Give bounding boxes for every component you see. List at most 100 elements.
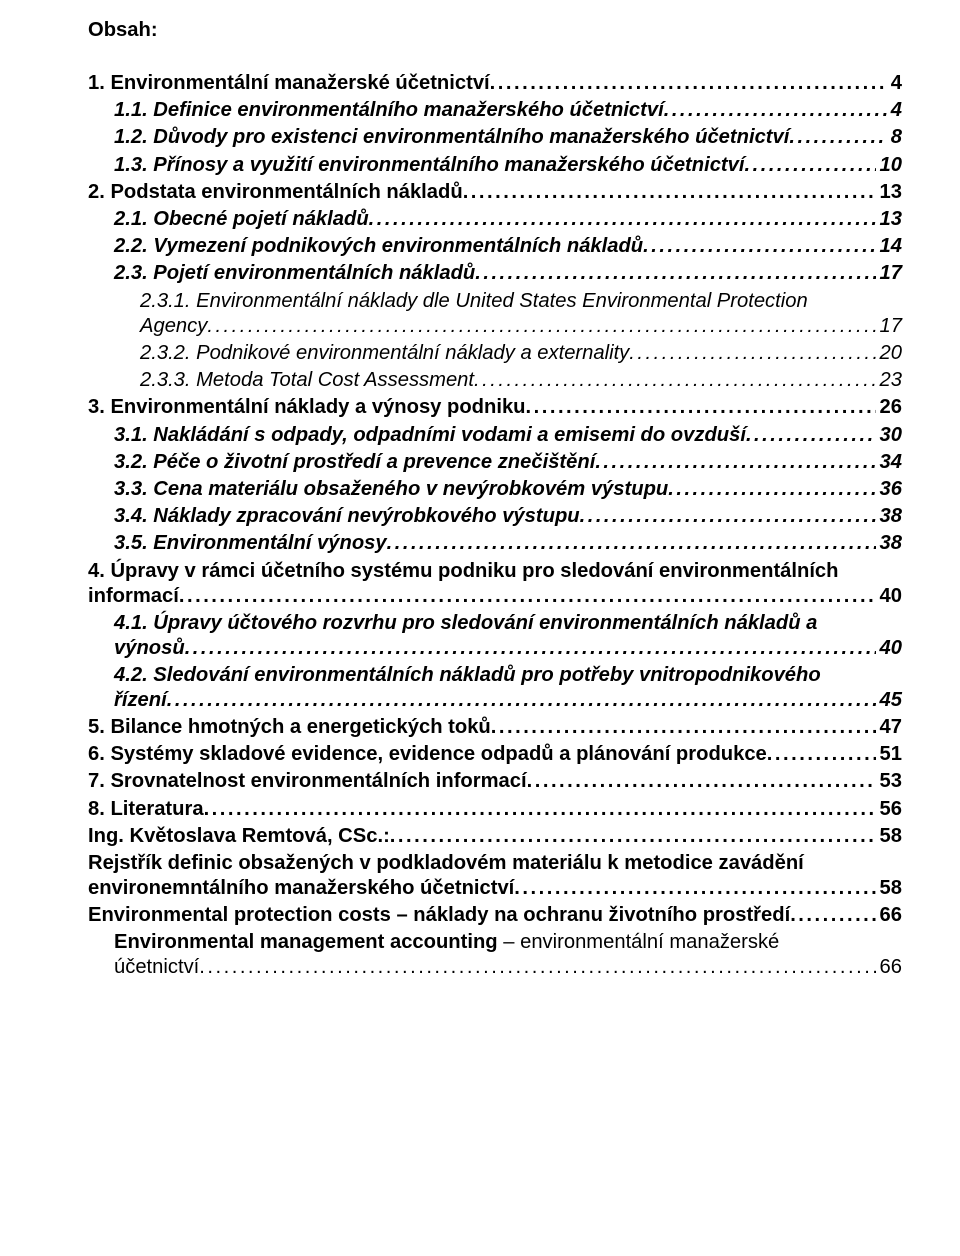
toc-entry: 7. Srovnatelnost environmentálních infor…: [88, 769, 902, 794]
toc-entry-page: 20: [876, 341, 902, 366]
toc-entry-label: 4.1. Úpravy účtového rozvrhu pro sledová…: [114, 612, 817, 634]
toc-entry-page: 26: [876, 395, 902, 420]
toc-entry-page: 53: [876, 769, 902, 794]
toc-entry-label: 3.1. Nakládání s odpady, odpadními vodam…: [114, 423, 746, 448]
toc-dot-leader: [745, 153, 876, 178]
toc-dot-leader: [514, 876, 875, 901]
toc-entry-label: 8. Literatura: [88, 797, 204, 822]
toc-dot-leader: [474, 368, 876, 393]
toc-entry-label: 3.3. Cena materiálu obsaženého v nevýrob…: [114, 477, 668, 502]
toc-entry-label-fragment: Environmental management accounting: [114, 931, 498, 953]
toc-entry-label: Agency: [140, 314, 207, 339]
toc-entry-page: 36: [876, 477, 902, 502]
toc-dot-leader: [185, 636, 876, 661]
toc-entry-line: Agency 17: [140, 314, 902, 339]
toc-entry-page: 23: [876, 368, 902, 393]
toc-dot-leader: [199, 955, 875, 980]
toc-entry-page: 56: [876, 797, 902, 822]
toc-entry: 2.3.1. Environmentální náklady dle Unite…: [88, 289, 902, 339]
toc-entry-label: 2.3.2. Podnikové environmentální náklady…: [140, 341, 629, 366]
toc-dot-leader: [526, 395, 876, 420]
toc-dot-leader: [629, 341, 875, 366]
toc-entry-page: 66: [876, 955, 902, 980]
toc-dot-leader: [491, 715, 876, 740]
toc-entry-page: 40: [876, 636, 902, 661]
toc-entry-label: 6. Systémy skladové evidence, evidence o…: [88, 742, 767, 767]
toc-dot-leader: [490, 71, 887, 96]
toc-entry: 3. Environmentální náklady a výnosy podn…: [88, 395, 902, 420]
toc-dot-leader: [527, 769, 876, 794]
toc-entry-page: 47: [876, 715, 902, 740]
toc-entry: 3.1. Nakládání s odpady, odpadními vodam…: [88, 423, 902, 448]
toc-entry: 2.2. Vymezení podnikových environmentáln…: [88, 234, 902, 259]
toc-entry: 3.2. Péče o životní prostředí a prevence…: [88, 450, 902, 475]
toc-dot-leader: [789, 125, 886, 150]
toc-entry-label: 7. Srovnatelnost environmentálních infor…: [88, 769, 527, 794]
toc-entry-page: 38: [876, 504, 902, 529]
toc-entry: Environmental protection costs – náklady…: [88, 903, 902, 928]
toc-entry-page: 10: [876, 153, 902, 178]
toc-entry-line: informací 40: [88, 584, 902, 609]
toc-entry-label: 2.3.3. Metoda Total Cost Assessment: [140, 368, 474, 393]
toc-entry-page: 38: [876, 531, 902, 556]
toc-entry-label: 3.4. Náklady zpracování nevýrobkového vý…: [114, 504, 580, 529]
toc-entry: 2. Podstata environmentálních nákladů 13: [88, 180, 902, 205]
toc-entry: Rejstřík definic obsažených v podkladové…: [88, 851, 902, 901]
toc-entry-label: 3. Environmentální náklady a výnosy podn…: [88, 395, 526, 420]
toc-entry: 1. Environmentální manažerské účetnictví…: [88, 71, 902, 96]
toc-entry-page: 45: [876, 688, 902, 713]
toc-entry-page: 4: [887, 98, 902, 123]
toc-entry-line: řízení 45: [114, 688, 902, 713]
toc-entry-page: 30: [876, 423, 902, 448]
toc-entry-label: 1.1. Definice environmentálního manažers…: [114, 98, 664, 123]
toc-entry-line: účetnictví 66: [114, 955, 902, 980]
toc-entry: 4.2. Sledování environmentálních nákladů…: [88, 663, 902, 713]
toc-entry-label: 1. Environmentální manažerské účetnictví: [88, 71, 490, 96]
toc-entry-line: výnosů 40: [114, 636, 902, 661]
toc-entry-line: 2.3.1. Environmentální náklady dle Unite…: [140, 289, 902, 314]
toc-entry-page: 13: [876, 207, 902, 232]
toc-entry: 3.5. Environmentální výnosy 38: [88, 531, 902, 556]
toc-entry-page: 14: [876, 234, 902, 259]
toc-entry-label: výnosů: [114, 636, 185, 661]
toc-dot-leader: [463, 180, 876, 205]
toc-heading: Obsah:: [88, 18, 902, 43]
toc-entry-label: 5. Bilance hmotných a energetických toků: [88, 715, 491, 740]
toc-entry: 4.1. Úpravy účtového rozvrhu pro sledová…: [88, 611, 902, 661]
toc-entry-line: 4. Úpravy v rámci účetního systému podni…: [88, 559, 902, 584]
toc-entry: 1.2. Důvody pro existenci environmentáln…: [88, 125, 902, 150]
toc-dot-leader: [664, 98, 887, 123]
toc-dot-leader: [390, 824, 876, 849]
toc-entry: 2.1. Obecné pojetí nákladů 13: [88, 207, 902, 232]
toc-dot-leader: [790, 903, 875, 928]
toc-entry-line: Environmental management accounting – en…: [114, 930, 902, 955]
toc-dot-leader: [595, 450, 875, 475]
toc-entry: Ing. Květoslava Remtová, CSc.: 58: [88, 824, 902, 849]
toc-dot-leader: [767, 742, 876, 767]
toc-entry: 1.3. Přínosy a využití environmentálního…: [88, 153, 902, 178]
toc-entry-page: 40: [876, 584, 902, 609]
toc-entry-page: 58: [876, 876, 902, 901]
toc-dot-leader: [475, 261, 875, 286]
toc-dot-leader: [167, 688, 876, 713]
toc-entry: Environmental management accounting – en…: [88, 930, 902, 980]
toc-dot-leader: [580, 504, 876, 529]
toc-entry: 2.3.3. Metoda Total Cost Assessment 23: [88, 368, 902, 393]
toc-entry-page: 17: [876, 314, 902, 339]
toc: 1. Environmentální manažerské účetnictví…: [88, 71, 902, 980]
toc-dot-leader: [204, 797, 876, 822]
toc-entry-label: 1.3. Přínosy a využití environmentálního…: [114, 153, 745, 178]
toc-entry-label: environemntálního manažerského účetnictv…: [88, 876, 514, 901]
toc-entry: 3.3. Cena materiálu obsaženého v nevýrob…: [88, 477, 902, 502]
toc-entry-label: 3.2. Péče o životní prostředí a prevence…: [114, 450, 595, 475]
toc-entry: 2.3.2. Podnikové environmentální náklady…: [88, 341, 902, 366]
toc-entry-page: 8: [887, 125, 902, 150]
toc-entry-label: informací: [88, 584, 179, 609]
toc-entry-label: řízení: [114, 688, 167, 713]
toc-entry-label: 2.3.1. Environmentální náklady dle Unite…: [140, 290, 808, 312]
toc-entry: 6. Systémy skladové evidence, evidence o…: [88, 742, 902, 767]
toc-entry-line: environemntálního manažerského účetnictv…: [88, 876, 902, 901]
toc-dot-leader: [643, 234, 875, 259]
toc-entry-label: Ing. Květoslava Remtová, CSc.:: [88, 824, 390, 849]
toc-entry-line: 4.2. Sledování environmentálních nákladů…: [114, 663, 902, 688]
